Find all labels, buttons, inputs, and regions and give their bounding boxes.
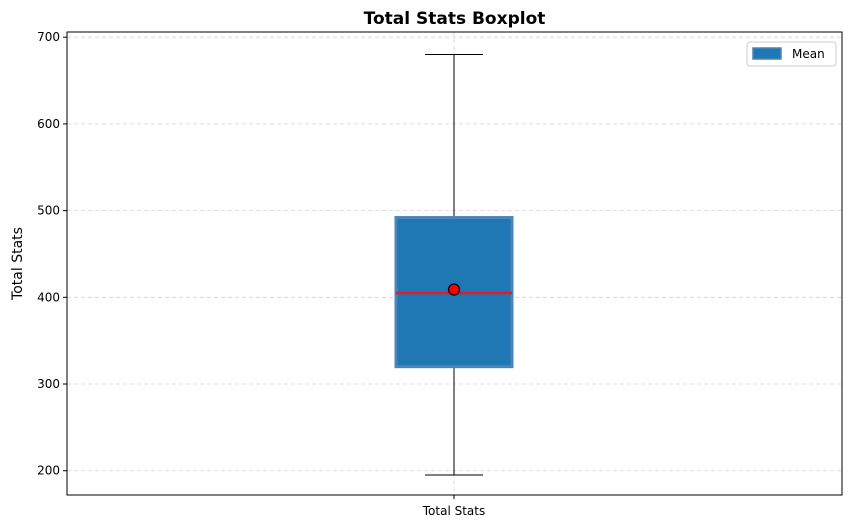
y-tick-label-400: 400	[37, 290, 60, 304]
y-tick-label-600: 600	[37, 117, 60, 131]
mean-marker	[447, 283, 461, 296]
legend-swatch-mean	[752, 47, 782, 60]
legend: Mean	[746, 41, 837, 67]
legend-label-mean: Mean	[792, 47, 825, 61]
y-tick-label-300: 300	[37, 377, 60, 391]
y-tick-label-500: 500	[37, 204, 60, 218]
x-axis: Total Stats	[422, 495, 485, 518]
y-tick-label-200: 200	[37, 464, 60, 478]
box-group	[394, 54, 514, 476]
y-axis: 200 300 400 500 600 700	[37, 30, 67, 478]
y-axis-label: Total Stats	[10, 227, 26, 301]
chart-title: Total Stats Boxplot	[364, 9, 546, 29]
x-tick-label-0: Total Stats	[422, 504, 485, 518]
y-tick-label-700: 700	[37, 30, 60, 44]
